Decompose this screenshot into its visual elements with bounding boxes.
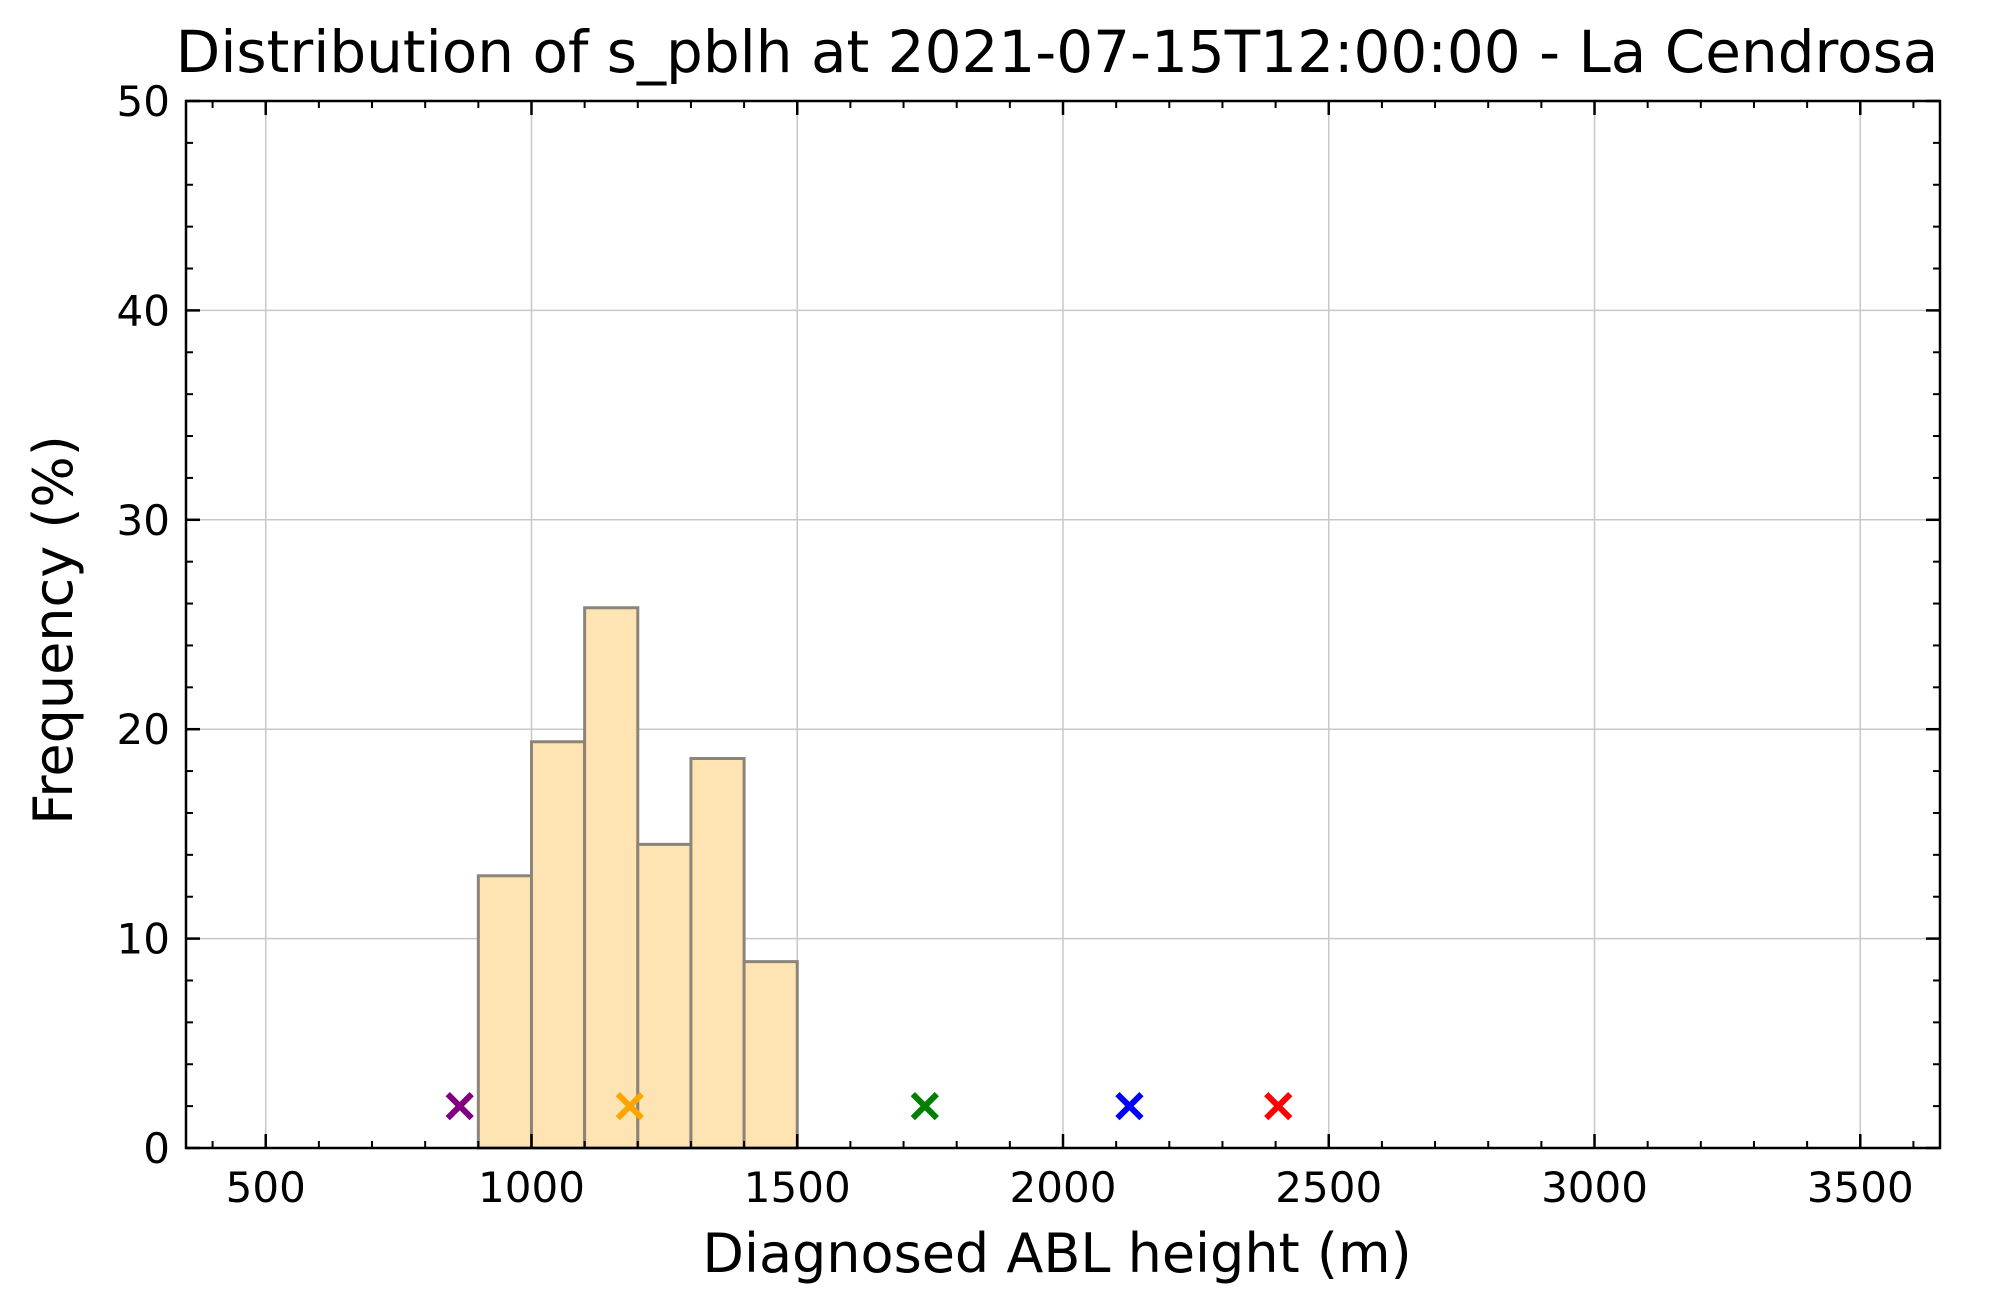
y-tick-label: 30 xyxy=(117,496,170,545)
histogram-bar xyxy=(476,874,533,1150)
histogram-bars xyxy=(476,606,799,1150)
x-marker-stroke xyxy=(1115,1091,1144,1121)
histogram-bar xyxy=(636,842,693,1150)
y-tick-label: 50 xyxy=(117,77,170,126)
x-marker xyxy=(1115,1091,1144,1121)
x-tick-label: 500 xyxy=(226,1163,306,1212)
x-tick-label: 2500 xyxy=(1275,1163,1382,1212)
histogram-bar xyxy=(742,960,799,1150)
histogram-bar xyxy=(529,740,587,1150)
x-marker xyxy=(1264,1091,1293,1121)
grid-lines xyxy=(186,100,1940,1149)
x-marker-stroke xyxy=(1264,1091,1293,1121)
x-tick-label: 1500 xyxy=(744,1163,851,1212)
x-tick-label: 2000 xyxy=(1010,1163,1117,1212)
x-marker-stroke xyxy=(910,1091,939,1121)
x-marker xyxy=(910,1091,939,1121)
x-tick-label: 3000 xyxy=(1541,1163,1648,1212)
y-axis-label: Frequency (%) xyxy=(22,435,85,825)
chart-title: Distribution of s_pblh at 2021-07-15T12:… xyxy=(176,18,1939,86)
y-tick-label: 40 xyxy=(117,286,170,335)
histogram-bar xyxy=(689,757,746,1150)
x-axis-label: Diagnosed ABL height (m) xyxy=(702,1222,1411,1285)
x-marker xyxy=(445,1091,474,1121)
y-tick-label: 20 xyxy=(117,705,170,754)
x-marker-stroke xyxy=(615,1091,644,1121)
x-marker xyxy=(615,1091,644,1121)
x-tick-label: 1000 xyxy=(478,1163,585,1212)
y-tick-label: 10 xyxy=(117,915,170,964)
markers xyxy=(445,1091,1293,1121)
axis-ticks: 500 1000 1500 2000 2500 3000 3500 0 10 20 30 40 50 xyxy=(117,77,1940,1212)
x-marker-stroke xyxy=(445,1091,474,1121)
y-tick-label: 0 xyxy=(143,1124,170,1173)
histogram-bar xyxy=(583,606,640,1150)
x-tick-label: 3500 xyxy=(1807,1163,1914,1212)
